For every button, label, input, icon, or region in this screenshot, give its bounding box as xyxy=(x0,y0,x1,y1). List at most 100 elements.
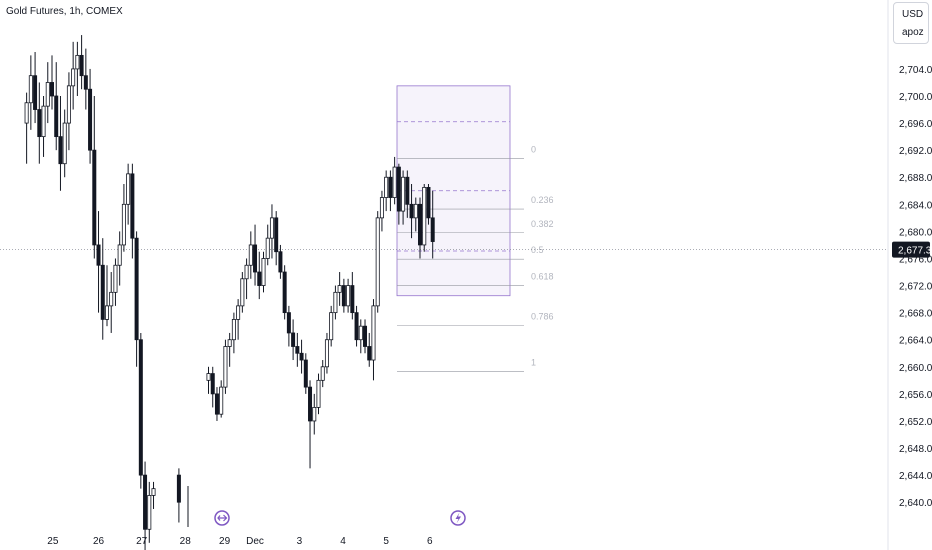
candle xyxy=(295,332,300,367)
candle xyxy=(261,251,266,293)
candle xyxy=(384,170,389,212)
candle xyxy=(50,55,55,110)
candle xyxy=(308,380,313,469)
candle xyxy=(312,393,317,435)
candle xyxy=(88,68,93,164)
price-tick: 2,660.0 xyxy=(899,363,932,374)
candle xyxy=(413,197,418,232)
candle xyxy=(104,265,109,327)
candle xyxy=(147,481,152,543)
candle xyxy=(253,224,258,286)
candle-body xyxy=(350,285,355,314)
candle xyxy=(223,339,228,394)
candle-body xyxy=(308,386,313,422)
candle xyxy=(299,339,304,374)
candle xyxy=(109,272,114,333)
candle-body xyxy=(210,373,215,395)
candle xyxy=(71,41,76,110)
fib-retracement[interactable]: 0 0.236 0.382 0.5 0.618 0.786 1 xyxy=(0,85,888,372)
candle-body xyxy=(71,68,76,87)
candle-body xyxy=(219,386,224,415)
fib-level-label: 1 xyxy=(531,358,536,368)
candle-body xyxy=(50,82,55,97)
candle-body xyxy=(409,203,414,219)
candle-body xyxy=(269,217,274,239)
candle xyxy=(354,305,359,347)
symbol-label[interactable]: Gold Futures, 1h, COMEX xyxy=(4,6,125,17)
candle xyxy=(210,366,215,408)
candle-body xyxy=(134,237,139,341)
candle xyxy=(96,211,101,313)
candle xyxy=(62,109,67,178)
event-markers[interactable] xyxy=(214,510,466,526)
candle-body xyxy=(375,217,380,307)
price-tick: 2,700.0 xyxy=(899,92,932,103)
candle-body xyxy=(337,285,342,293)
price-tick: 2,680.0 xyxy=(899,227,932,238)
candle xyxy=(418,197,423,259)
candle xyxy=(79,35,84,90)
candle-body xyxy=(396,166,401,212)
current-price: 2,677.3 xyxy=(892,241,932,258)
candle xyxy=(33,51,38,124)
candle xyxy=(316,373,321,415)
candle xyxy=(126,163,131,225)
candle-body xyxy=(392,166,397,198)
candle-body xyxy=(413,203,418,219)
candle-body xyxy=(329,312,334,341)
fib-level-label: 0.5 xyxy=(531,245,544,255)
candle-body xyxy=(54,95,59,138)
candle xyxy=(329,305,334,347)
candle xyxy=(320,360,325,388)
candle-body xyxy=(426,186,431,219)
candle-body xyxy=(62,122,67,165)
candle xyxy=(291,319,296,361)
candle xyxy=(286,305,291,347)
candle xyxy=(358,319,363,354)
candle xyxy=(282,265,287,320)
candle-body xyxy=(320,366,325,381)
candle-body xyxy=(117,244,122,266)
candle xyxy=(426,184,431,225)
candle-body xyxy=(405,176,410,205)
price-tick: 2,640.0 xyxy=(899,498,932,509)
time-tick: 4 xyxy=(340,536,346,547)
fib-level-label: 0.786 xyxy=(531,312,554,322)
candle xyxy=(219,380,224,418)
candle xyxy=(409,184,414,239)
price-axis[interactable]: 2,704.0 2,700.0 2,696.0 2,692.0 2,688.0 2,684… xyxy=(899,65,932,509)
time-tick: 6 xyxy=(427,536,433,547)
currency-label: USD xyxy=(902,9,924,20)
candle xyxy=(405,170,410,218)
candle-body xyxy=(379,197,384,219)
candle-body xyxy=(214,393,219,415)
candle-body xyxy=(231,319,236,341)
candle-body xyxy=(58,136,63,165)
candle-body xyxy=(121,203,126,246)
time-tick: 28 xyxy=(180,536,192,547)
candle-body xyxy=(388,176,393,198)
candle xyxy=(121,184,126,252)
candle xyxy=(363,319,368,354)
candle-body xyxy=(223,346,228,388)
candle xyxy=(45,62,50,124)
candle-body xyxy=(295,346,300,354)
candle-body xyxy=(363,325,368,347)
candle-body xyxy=(346,285,351,307)
fib-level-label: 0.618 xyxy=(531,272,554,282)
fib-level-label: 0.236 xyxy=(531,195,554,205)
candle-body xyxy=(37,109,42,138)
candle xyxy=(371,299,376,381)
current-price-badge xyxy=(892,241,930,258)
candle-body xyxy=(147,495,152,530)
candle-body xyxy=(100,264,105,320)
currency-selector[interactable]: USD apoz xyxy=(893,2,929,44)
candle-body xyxy=(354,312,359,341)
candle-body xyxy=(261,258,266,286)
candle xyxy=(278,244,283,279)
candle xyxy=(379,190,384,232)
candle xyxy=(337,272,342,306)
time-axis[interactable]: 25 26 27 28 29 Dec 3 4 5 6 xyxy=(47,536,433,547)
candle xyxy=(206,366,211,394)
